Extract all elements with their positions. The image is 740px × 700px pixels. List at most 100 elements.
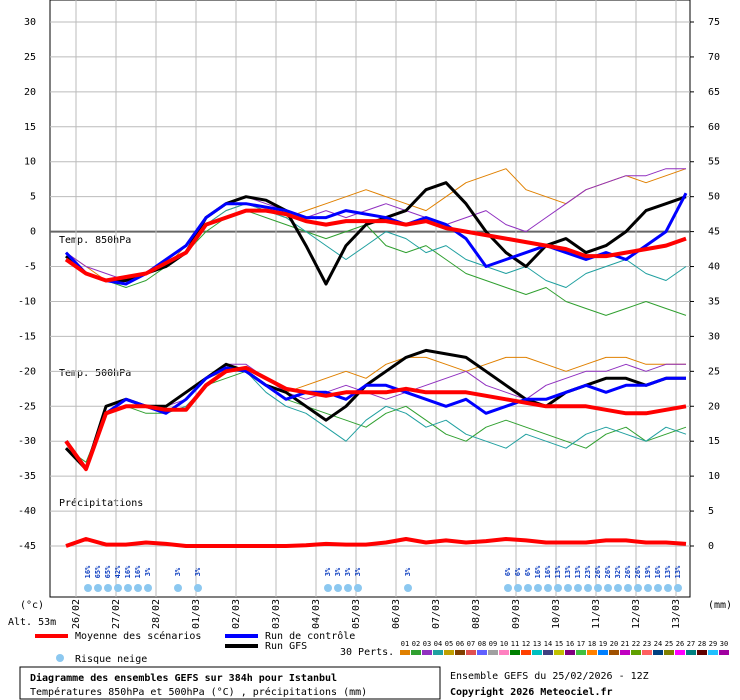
snow-marker	[654, 584, 662, 592]
snow-label: 16%	[534, 565, 542, 578]
y-tick-label: 5	[30, 192, 36, 203]
y-tick-label: 15	[24, 122, 36, 133]
snow-marker	[524, 584, 532, 592]
snow-marker	[584, 584, 592, 592]
snow-marker	[614, 584, 622, 592]
y-tick-label: 30	[24, 17, 36, 28]
perturbation-code: 10	[500, 640, 508, 648]
perturbation-code: 17	[577, 640, 585, 648]
perturbation-code: 13	[533, 640, 541, 648]
perturbation-code: 02	[412, 640, 420, 648]
snow-marker	[604, 584, 612, 592]
snow-marker	[84, 584, 92, 592]
x-tick-label: 13/03	[671, 599, 682, 629]
perturbation-swatch	[543, 650, 553, 655]
y2-tick-label: 25	[708, 366, 720, 377]
snow-label: 3%	[324, 567, 332, 576]
snow-label: 6%	[514, 567, 522, 576]
perturbation-swatch	[598, 650, 608, 655]
perturbation-swatch	[631, 650, 641, 655]
y-tick-label: -20	[18, 366, 36, 377]
y-tick-label: 20	[24, 87, 36, 98]
y-tick-label: -35	[18, 471, 36, 482]
snow-marker	[324, 584, 332, 592]
perturbation-swatch	[488, 650, 498, 655]
snow-label: 26%	[604, 565, 612, 578]
snow-label: 3%	[344, 567, 352, 576]
snow-marker	[144, 584, 152, 592]
y-tick-label: -25	[18, 401, 36, 412]
perturbation-code: 03	[423, 640, 431, 648]
perturbation-code: 22	[632, 640, 640, 648]
x-tick-label: 08/03	[471, 599, 482, 629]
chart-title: Diagramme des ensembles GEFS sur 384h po…	[30, 672, 337, 684]
snow-label: 19%	[644, 565, 652, 578]
x-tick-label: 05/03	[351, 599, 362, 629]
perturbations-label: 30 Perts.	[340, 647, 394, 658]
perturbation-code: 24	[654, 640, 662, 648]
perturbation-swatch	[620, 650, 630, 655]
x-tick-label: 26/02	[71, 599, 82, 629]
snow-label: 3%	[194, 567, 202, 576]
perturbation-swatch	[609, 650, 619, 655]
snow-marker	[674, 584, 682, 592]
legend-label: Run GFS	[265, 641, 307, 652]
perturbation-swatch	[554, 650, 564, 655]
snow-label: 13%	[574, 565, 582, 578]
y2-tick-label: 30	[708, 331, 720, 342]
chart-subtitle: Températures 850hPa et 500hPa (°C) , pré…	[30, 686, 367, 698]
snow-marker	[564, 584, 572, 592]
altitude: Alt. 53m	[8, 617, 56, 628]
snow-label: 6%	[504, 567, 512, 576]
snow-marker	[104, 584, 112, 592]
y2-tick-label: 5	[708, 506, 714, 517]
perturbation-code: 20	[610, 640, 618, 648]
snow-label: 32%	[614, 565, 622, 578]
y2-unit: (mm)	[708, 600, 732, 611]
snow-label: 23%	[584, 565, 592, 578]
snow-marker	[544, 584, 552, 592]
perturbation-swatch	[565, 650, 575, 655]
snow-label: 16%	[84, 565, 92, 578]
snow-label: 26%	[634, 565, 642, 578]
perturbation-swatch	[466, 650, 476, 655]
snow-label: 3%	[174, 567, 182, 576]
snow-marker	[194, 584, 202, 592]
perturbation-code: 06	[456, 640, 464, 648]
snow-icon	[56, 654, 64, 662]
perturbation-code: 15	[555, 640, 563, 648]
level-label: Temp. 850hPa	[59, 235, 131, 246]
snow-label: 3%	[404, 567, 412, 576]
perturbation-swatch	[532, 650, 542, 655]
title-box	[19, 666, 441, 700]
snow-marker	[504, 584, 512, 592]
perturbation-swatch	[675, 650, 685, 655]
x-tick-label: 07/03	[431, 599, 442, 629]
y2-tick-label: 15	[708, 436, 720, 447]
perturbation-code: 19	[599, 640, 607, 648]
x-tick-label: 03/03	[271, 599, 282, 629]
perturbation-swatch	[576, 650, 586, 655]
snow-legend: Risque neige	[75, 654, 147, 665]
y2-tick-label: 10	[708, 471, 720, 482]
y2-tick-label: 0	[708, 541, 714, 552]
snow-label: 3%	[354, 567, 362, 576]
perturbation-code: 01	[401, 640, 409, 648]
perturbation-swatch	[433, 650, 443, 655]
series-line	[64, 365, 687, 472]
snow-label: 65%	[104, 565, 112, 578]
y-tick-label: 25	[24, 52, 36, 63]
perturbation-swatch	[422, 650, 432, 655]
snow-marker	[114, 584, 122, 592]
perturbation-swatch	[653, 650, 663, 655]
y-tick-label: -40	[18, 506, 36, 517]
perturbation-code: 27	[687, 640, 695, 648]
snow-marker	[334, 584, 342, 592]
x-tick-label: 04/03	[311, 599, 322, 629]
snow-marker	[94, 584, 102, 592]
snow-marker	[134, 584, 142, 592]
y2-tick-label: 40	[708, 262, 720, 273]
perturbation-swatch	[455, 650, 465, 655]
legend-label: Moyenne des scénarios	[75, 630, 201, 642]
y-tick-label: 10	[24, 157, 36, 168]
